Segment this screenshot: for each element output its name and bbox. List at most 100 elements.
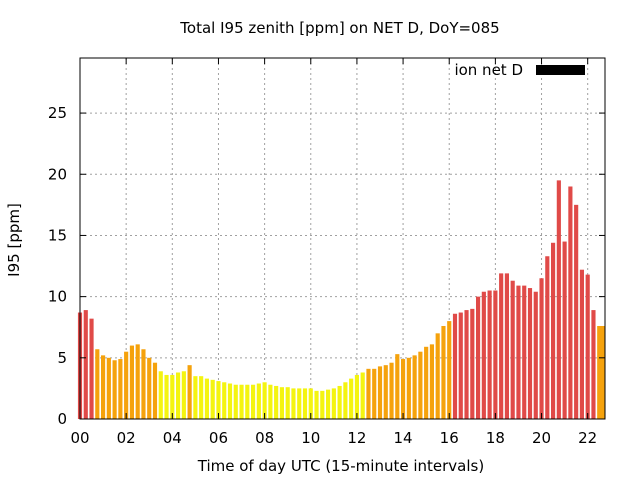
- bar: [412, 355, 417, 419]
- bar: [354, 374, 359, 419]
- legend-label: ion net D: [454, 61, 523, 79]
- bar: [291, 388, 296, 419]
- bar: [527, 288, 533, 419]
- x-tick-label: 14: [394, 429, 413, 447]
- bar: [562, 241, 567, 419]
- legend-swatch: [536, 65, 585, 75]
- bar: [141, 349, 146, 419]
- bar: [285, 387, 290, 419]
- bar: [158, 371, 163, 419]
- bar: [297, 388, 302, 419]
- bar: [320, 390, 325, 419]
- chart-title: Total I95 zenith [ppm] on NET D, DoY=085: [179, 19, 499, 37]
- y-tick-label: 10: [48, 288, 67, 306]
- bar: [591, 310, 596, 419]
- bar: [95, 349, 100, 419]
- bar: [458, 312, 463, 419]
- bar: [216, 381, 221, 419]
- bar: [360, 372, 365, 419]
- bar: [118, 359, 123, 419]
- y-tick-label: 20: [48, 165, 67, 183]
- x-tick-label: 18: [486, 429, 505, 447]
- bar: [326, 389, 331, 419]
- bar: [395, 354, 400, 419]
- bar: [447, 321, 452, 419]
- bar: [504, 273, 509, 419]
- x-tick-label: 20: [532, 429, 551, 447]
- bar: [274, 385, 279, 419]
- y-tick-label: 15: [48, 226, 67, 244]
- bar: [476, 296, 481, 419]
- bar: [539, 278, 544, 419]
- bar: [493, 290, 498, 419]
- bar: [147, 357, 152, 419]
- bar: [101, 355, 106, 419]
- y-tick-label: 5: [57, 349, 67, 367]
- y-tick-label: 0: [57, 410, 67, 428]
- bar: [349, 378, 354, 419]
- bar: [429, 344, 434, 419]
- bar: [389, 362, 394, 419]
- bar: [597, 325, 605, 419]
- bar: [106, 357, 111, 419]
- bar: [170, 374, 175, 419]
- bar: [470, 308, 475, 419]
- bar: [510, 280, 515, 419]
- bar: [574, 204, 579, 419]
- bar: [204, 378, 209, 419]
- bar: [441, 325, 446, 419]
- bar: [487, 290, 492, 419]
- bar: [406, 357, 411, 419]
- x-tick-label: 02: [117, 429, 136, 447]
- x-tick-label: 10: [301, 429, 320, 447]
- bar: [366, 368, 371, 419]
- bar: [481, 291, 486, 419]
- bar: [199, 376, 204, 419]
- bar: [579, 269, 584, 419]
- bar: [181, 371, 186, 419]
- bar: [551, 242, 556, 419]
- bar: [337, 385, 342, 419]
- x-tick-label: 16: [440, 429, 459, 447]
- bar: [129, 345, 134, 419]
- bar: [585, 274, 590, 419]
- bar: [112, 360, 117, 419]
- bar: [499, 273, 504, 419]
- y-axis-ticks: 0 5 10 15 20 25: [48, 104, 605, 428]
- bar: [83, 310, 88, 419]
- bar: [568, 186, 573, 419]
- bar: [556, 180, 561, 419]
- bar: [522, 285, 527, 419]
- bar: [233, 384, 238, 419]
- bar: [251, 384, 256, 419]
- bar: [331, 388, 336, 419]
- bar: [268, 384, 273, 419]
- bar: [152, 362, 158, 419]
- bar: [89, 318, 94, 419]
- bar: [418, 351, 423, 419]
- bars: [77, 180, 605, 419]
- x-tick-label: 22: [578, 429, 597, 447]
- bar: [124, 351, 129, 419]
- y-tick-label: 25: [48, 104, 67, 122]
- bar: [314, 390, 319, 419]
- x-tick-label: 12: [347, 429, 366, 447]
- x-tick-label: 06: [209, 429, 228, 447]
- bar: [383, 365, 388, 419]
- bar: [245, 384, 250, 419]
- y-axis-label: I95 [ppm]: [5, 203, 23, 277]
- bar: [308, 388, 313, 419]
- bar: [377, 366, 383, 419]
- bar: [187, 365, 192, 419]
- bar: [210, 379, 215, 419]
- bar: [135, 344, 140, 419]
- bar: [464, 310, 469, 419]
- bar: [222, 382, 227, 419]
- x-tick-label: 00: [70, 429, 89, 447]
- bar: [516, 285, 521, 419]
- plot-frame: [79, 57, 606, 420]
- legend: ion net D: [454, 61, 585, 79]
- bar: [256, 383, 261, 419]
- bar: [343, 382, 348, 419]
